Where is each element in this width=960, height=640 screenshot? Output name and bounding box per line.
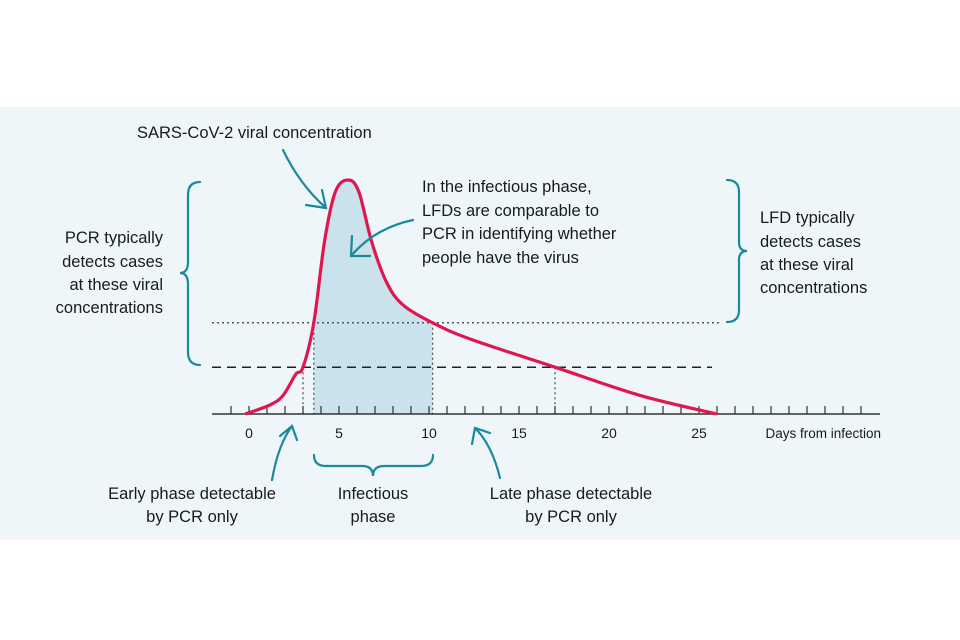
- lfd-note: LFD typically detects cases at these vir…: [760, 209, 867, 297]
- svg-text:detects cases: detects cases: [62, 253, 163, 271]
- svg-text:concentrations: concentrations: [760, 279, 867, 297]
- early-phase-label-line2: by PCR only: [146, 508, 238, 526]
- svg-text:at these viral: at these viral: [69, 276, 163, 294]
- infectious-phase-shading: [313, 180, 433, 414]
- diagram-background: [0, 107, 960, 540]
- x-tick-label: 10: [421, 425, 437, 441]
- infectious-note: In the infectious phase, LFDs are compar…: [422, 178, 617, 267]
- viral-concentration-curve: [244, 178, 718, 416]
- pcr-note: PCR typically detects cases at these vir…: [56, 229, 164, 317]
- early-phase-arrow: [270, 424, 299, 482]
- svg-text:PCR in identifying whether: PCR in identifying whether: [422, 225, 617, 243]
- x-tick-label: 0: [245, 425, 253, 441]
- infectious-phase-brace: [312, 453, 435, 477]
- svg-text:LFD typically: LFD typically: [760, 209, 855, 227]
- late-phase-label: Late phase detectable: [490, 485, 652, 503]
- svg-text:people have the virus: people have the virus: [422, 249, 579, 267]
- early-phase-label: Early phase detectable: [108, 485, 276, 503]
- curve-label: SARS-CoV-2 viral concentration: [137, 124, 372, 142]
- x-tick-label: 5: [335, 425, 343, 441]
- x-tick-label: 20: [601, 425, 617, 441]
- svg-text:at these viral: at these viral: [760, 256, 854, 274]
- svg-text:LFDs are comparable to: LFDs are comparable to: [422, 202, 599, 220]
- svg-text:detects cases: detects cases: [760, 233, 861, 251]
- svg-text:PCR typically: PCR typically: [65, 229, 164, 247]
- curve-label-arrow: [281, 148, 328, 210]
- left-brace: [179, 180, 202, 367]
- infectious-phase-label-line2: phase: [351, 508, 396, 526]
- late-phase-arrow: [470, 426, 502, 480]
- x-tick-label: 25: [691, 425, 707, 441]
- right-brace: [725, 178, 748, 324]
- x-axis-label: Days from infection: [765, 426, 881, 441]
- svg-text:concentrations: concentrations: [56, 299, 163, 317]
- infectious-phase-label: Infectious: [338, 485, 409, 503]
- late-phase-label-line2: by PCR only: [525, 508, 617, 526]
- infectious-note-arrow: [349, 218, 415, 258]
- x-tick-label: 15: [511, 425, 527, 441]
- svg-text:In the infectious phase,: In the infectious phase,: [422, 178, 592, 196]
